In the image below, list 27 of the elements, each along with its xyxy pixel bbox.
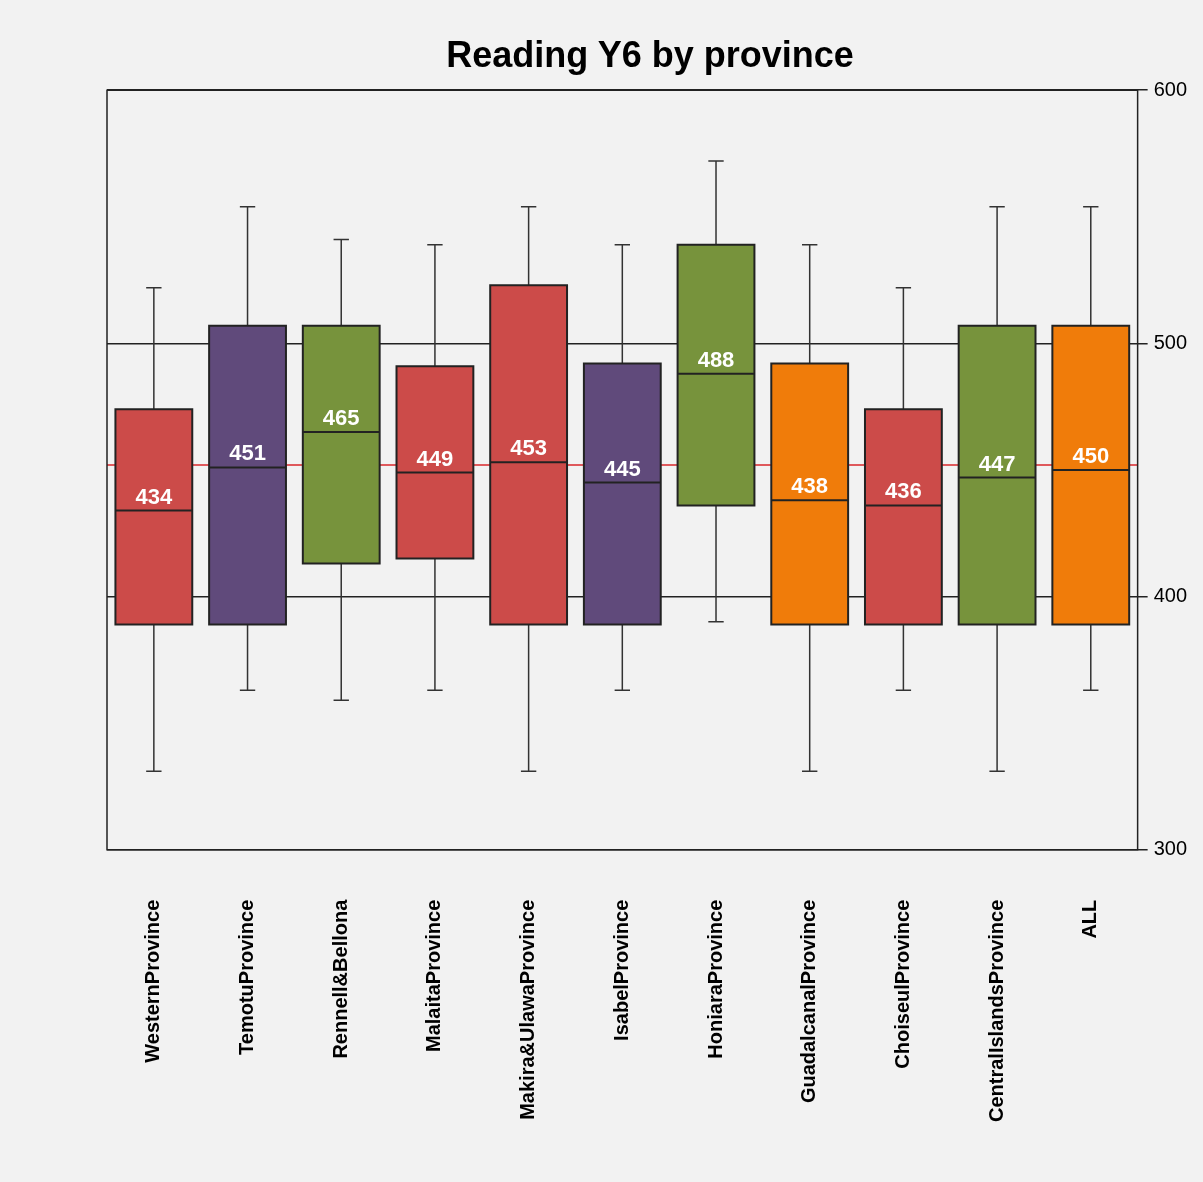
annotation: 451 <box>229 440 266 466</box>
annotation: 438 <box>791 473 829 499</box>
x-tick-label: HoniaraProvince <box>703 899 726 1059</box>
y-tick-label: 400 <box>1153 584 1188 607</box>
annotation: 488 <box>697 346 735 372</box>
annotation: 465 <box>322 405 360 431</box>
x-tick-label: ChoiseulProvince <box>890 899 913 1069</box>
x-tick-label: GuadalcanalProvince <box>797 899 820 1104</box>
annotation: 436 <box>885 478 922 504</box>
y-tick-label: 300 <box>1153 837 1188 860</box>
annotation: 449 <box>416 445 454 471</box>
annotation: 453 <box>510 435 547 461</box>
x-tick-label: TemotuProvince <box>235 899 258 1055</box>
annotation: 445 <box>603 455 641 481</box>
x-tick-label: IsabelProvince <box>609 899 632 1041</box>
annotation: 434 <box>135 483 173 509</box>
y-tick-label: 600 <box>1153 77 1188 100</box>
annotation: 450 <box>1072 443 1110 469</box>
x-tick-label: Rennell&Bellona <box>328 898 351 1059</box>
y-tick-label: 500 <box>1153 330 1188 353</box>
annotation: 447 <box>978 450 1016 476</box>
x-tick-label: MalaitaProvince <box>422 899 445 1052</box>
x-tick-label: CentralIslandsProvince <box>984 899 1007 1123</box>
chart-title: Reading Y6 by province <box>446 33 854 75</box>
x-tick-label: WesternProvince <box>141 899 164 1063</box>
x-tick-label: ALL <box>1078 899 1101 939</box>
x-tick-label: Makira&UlawaProvince <box>516 899 539 1120</box>
